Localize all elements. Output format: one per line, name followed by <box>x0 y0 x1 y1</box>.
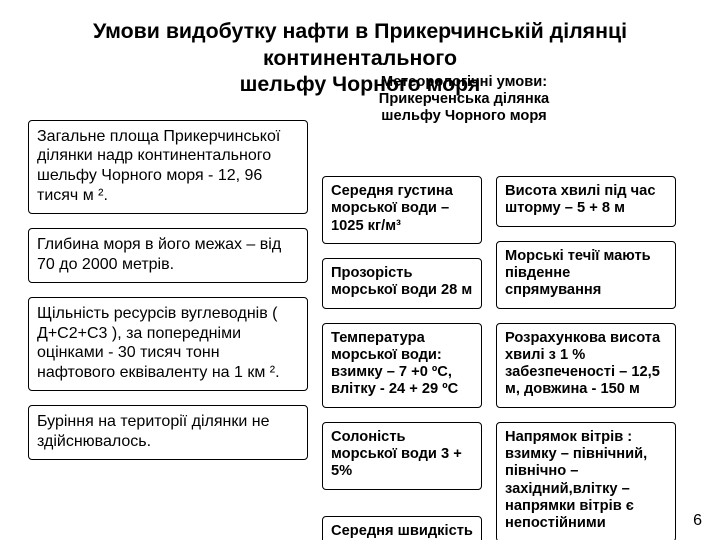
temp-l4: влітку - 24 + 29 ºС <box>331 381 458 397</box>
left-box-density: Щільність ресурсів вуглеводнів ( Д+С2+С3… <box>28 297 308 391</box>
left-box-depth: Глибина моря в його межах – від 70 до 20… <box>28 228 308 283</box>
mid-box-salinity: Солоність морської води 3 + 5% <box>322 422 482 490</box>
temp-l2: морської води: <box>331 347 442 363</box>
temp-l3: взимку – 7 +0 ºС, <box>331 364 452 380</box>
mid-box-windspeed: Середня швидкість вітрів: взимку – 3 + 8… <box>322 516 482 540</box>
title-line1: Умови видобутку нафти в Прикерчинській д… <box>93 19 627 70</box>
left-box-drilling: Буріння на території ділянки не здійснюв… <box>28 405 308 460</box>
left-column: Загальне площа Прикерчинської ділянки на… <box>28 120 308 474</box>
right-box-winddir: Напрямок вітрів : взимку – північний, пі… <box>496 422 676 540</box>
right-box-waveheight: Висота хвилі під час шторму – 5 + 8 м <box>496 176 676 227</box>
right-box-design-wave: Розрахункова висота хвилі з 1 % забезпеч… <box>496 323 676 408</box>
body-columns: Загальне площа Прикерчинської ділянки на… <box>28 120 692 540</box>
page-number: 6 <box>693 512 702 530</box>
meteo-header-l1: Метеорологічні умови: <box>381 74 547 90</box>
right-box-currents: Морські течії мають південне спрямування <box>496 241 676 309</box>
slide: Умови видобутку нафти в Прикерчинській д… <box>0 0 720 540</box>
mid-box-water-density: Середня густина морської води – 1025 кг/… <box>322 176 482 244</box>
temp-l1: Температура <box>331 330 425 346</box>
right-column: Висота хвилі під час шторму – 5 + 8 м Мо… <box>496 176 676 540</box>
meteo-header-l3: шельфу Чорного моря <box>381 108 546 124</box>
meteo-header-l2: Прикерченська ділянка <box>379 91 549 107</box>
meteo-header: Метеорологічні умови: Прикерченська діля… <box>364 74 564 125</box>
mid-box-temperature: Температура морської води: взимку – 7 +0… <box>322 323 482 408</box>
left-box-area: Загальне площа Прикерчинської ділянки на… <box>28 120 308 214</box>
slide-title: Умови видобутку нафти в Прикерчинській д… <box>28 18 692 98</box>
mid-box-transparency: Прозорість морської води 28 м <box>322 258 482 309</box>
mid-column: Середня густина морської води – 1025 кг/… <box>322 176 482 540</box>
